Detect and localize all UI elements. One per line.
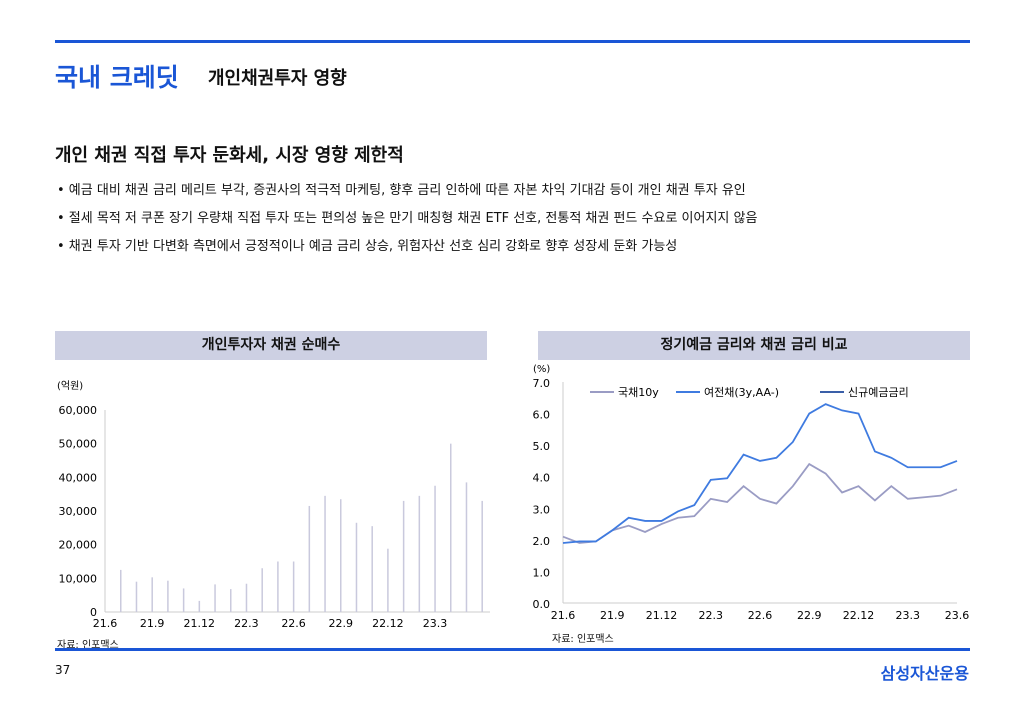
bar [402,500,405,612]
x-tick-label: 21.9 [600,609,625,622]
x-tick-label: 22.6 [748,609,773,622]
left-chart-title: 개인투자자 채권 순매수 [55,331,487,360]
bar [214,584,216,612]
bar [167,580,169,612]
x-tick-label: 22.3 [234,617,259,630]
x-tick-label: 23.6 [945,609,970,622]
top-rule [55,40,970,43]
bar [261,568,263,612]
right-chart-title: 정기예금 금리와 채권 금리 비교 [538,331,970,360]
y-axis-label: (억원) [57,380,83,392]
bar [481,500,483,612]
bar [434,485,436,612]
y-tick-label: 2.0 [533,535,551,548]
bar [324,495,326,612]
bar [292,561,295,612]
section-heading: 개인 채권 직접 투자 둔화세, 시장 영향 제한적 [55,145,404,166]
bullet-1: • 예금 대비 채권 금리 메리트 부각, 증권사의 적극적 마케팅, 향후 금… [57,183,746,198]
bottom-rule [55,648,970,651]
bar [120,569,122,612]
y-tick-label: 60,000 [59,404,98,417]
x-tick-label: 22.12 [843,609,875,622]
y-tick-label: 0.0 [533,598,551,611]
bar [135,581,138,612]
bar [308,505,311,612]
legend-label: 여전채(3y,AA-) [704,386,779,399]
x-tick-label: 22.3 [699,609,724,622]
x-tick-label: 22.9 [328,617,353,630]
bullet-3: • 채권 투자 기반 다변화 측면에서 긍정적이나 예금 금리 상승, 위험자산… [57,239,678,254]
bullet-2: • 절세 목적 저 쿠폰 장기 우량채 직접 투자 또는 편의성 높은 만기 매… [57,211,758,226]
bar [387,548,389,612]
y-tick-label: 20,000 [59,539,98,552]
y-tick-label: 6.0 [533,409,551,422]
y-tick-label: 5.0 [533,440,551,453]
x-tick-label: 23.3 [423,617,448,630]
company-logo: 삼성자산운용 [880,664,969,683]
bar [277,561,279,612]
bar [450,443,452,612]
x-tick-label: 22.12 [372,617,404,630]
series-line-0 [562,462,958,544]
y-tick-label: 40,000 [59,471,98,484]
x-tick-label: 21.6 [551,609,576,622]
bar [182,588,185,612]
page-title: 국내 크레딧 [55,63,179,92]
right-source: 자료: 인포맥스 [552,634,614,645]
left-source: 자료: 인포맥스 [57,640,119,651]
bar [418,495,421,612]
bar [355,522,358,612]
x-tick-label: 22.9 [797,609,822,622]
y-tick-label: 0 [90,606,97,619]
x-tick-label: 21.9 [140,617,165,630]
bar [340,499,342,612]
y-tick-label: 3.0 [533,503,551,516]
y-tick-label: 30,000 [59,505,98,518]
x-tick-label: 21.12 [184,617,216,630]
bar [151,577,153,612]
page-subtitle: 개인채권투자 영향 [208,68,347,89]
legend-label: 신규예금금리 [848,386,909,399]
x-tick-label: 21.6 [93,617,118,630]
y-tick-label: 10,000 [59,572,98,585]
x-tick-label: 23.3 [896,609,921,622]
x-tick-label: 22.6 [281,617,306,630]
x-tick-label: 21.12 [646,609,678,622]
y-tick-label: 4.0 [533,472,551,485]
page-number: 37 [55,663,71,677]
y-tick-label: 7.0 [533,377,551,390]
bar [230,589,232,612]
series-line-1 [562,403,958,544]
y-axis-label: (%) [533,364,550,375]
y-tick-label: 50,000 [59,438,98,451]
bar [371,526,373,612]
bar [465,482,468,612]
bar [198,600,201,612]
legend-label: 국채10y [618,386,659,399]
bar [245,583,248,612]
y-tick-label: 1.0 [533,566,551,579]
